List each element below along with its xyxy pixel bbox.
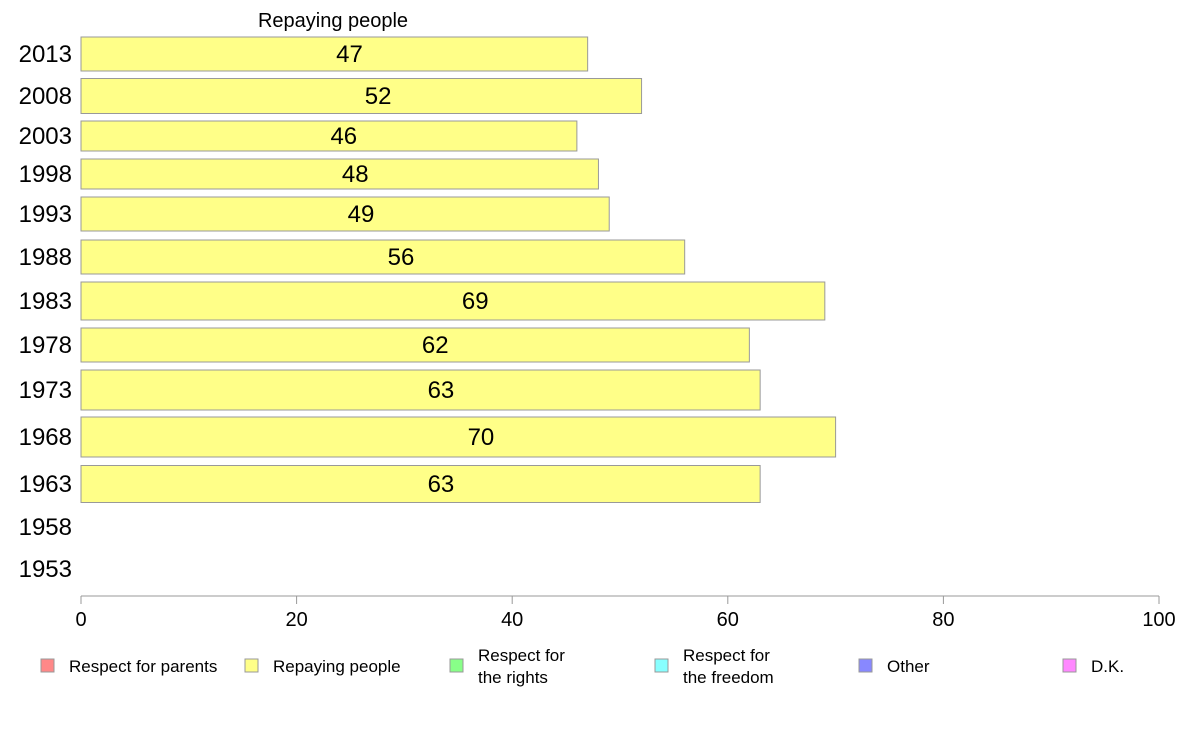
legend-item: Respect for the freedom [654, 646, 774, 687]
bar-value-label: 70 [468, 424, 495, 451]
x-tick-label: 100 [1142, 609, 1175, 631]
legend-label: Repaying people [273, 657, 401, 676]
category-label: 1973 [19, 377, 72, 404]
bar-value-label: 69 [462, 288, 489, 315]
category-label: 1978 [19, 332, 72, 359]
category-label: 1958 [19, 514, 72, 541]
legend-label: D.K. [1091, 657, 1124, 676]
legend-item: D.K. [1062, 657, 1124, 676]
bar-value-label: 46 [330, 123, 357, 150]
legend: Respect for parents Repaying people Respec… [40, 646, 1124, 687]
x-tick-label: 60 [717, 609, 739, 631]
bar [80, 416, 837, 458]
bar [80, 78, 643, 114]
x-axis: 0 20 40 60 80 100 [75, 595, 1176, 631]
x-tick-label: 20 [285, 609, 307, 631]
legend-label: Respect for [683, 646, 770, 665]
legend-swatch [449, 658, 464, 673]
legend-label: Other [887, 657, 930, 676]
bar-value-label: 47 [336, 41, 363, 68]
bar [80, 196, 610, 232]
bar-value-label: 52 [365, 83, 392, 110]
bar-value-label: 48 [342, 161, 369, 188]
category-label: 2008 [19, 83, 72, 110]
category-label: 2003 [19, 123, 72, 150]
legend-label: the rights [478, 668, 548, 687]
bar-value-label: 56 [388, 244, 415, 271]
category-label: 1988 [19, 244, 72, 271]
category-label: 1963 [19, 471, 72, 498]
x-tick-label: 40 [501, 609, 523, 631]
bar-value-label: 62 [422, 332, 449, 359]
category-label: 1998 [19, 161, 72, 188]
bar [80, 369, 761, 411]
x-tick-label: 0 [75, 609, 86, 631]
chart-title: Repaying people [258, 10, 408, 32]
legend-label: the freedom [683, 668, 774, 687]
x-tick-label: 80 [932, 609, 954, 631]
category-label: 2013 [19, 41, 72, 68]
category-label: 1968 [19, 424, 72, 451]
legend-item: Other [858, 657, 930, 676]
legend-item: Respect for the rights [449, 646, 565, 687]
legend-swatch [654, 658, 669, 673]
bar [80, 120, 578, 152]
legend-swatch [1062, 658, 1077, 673]
legend-swatch [858, 658, 873, 673]
category-labels: 2013 2008 2003 1998 1993 1988 1983 1978 1973 1968… [19, 41, 72, 583]
legend-swatch [244, 658, 259, 673]
bar [80, 281, 826, 321]
bar-value-label: 49 [348, 201, 375, 228]
legend-label: Respect for parents [69, 657, 217, 676]
category-label: 1983 [19, 288, 72, 315]
category-label: 1953 [19, 556, 72, 583]
bar [80, 465, 761, 503]
legend-swatch [40, 658, 55, 673]
legend-item: Respect for parents [40, 657, 217, 676]
legend-label: Respect for [478, 646, 565, 665]
bar-value-label: 63 [428, 377, 455, 404]
bar [80, 327, 750, 363]
category-label: 1993 [19, 201, 72, 228]
legend-item: Repaying people [244, 657, 401, 676]
bar [80, 239, 686, 275]
bar [80, 36, 589, 72]
bar [80, 158, 599, 190]
bar-value-label: 63 [428, 471, 455, 498]
